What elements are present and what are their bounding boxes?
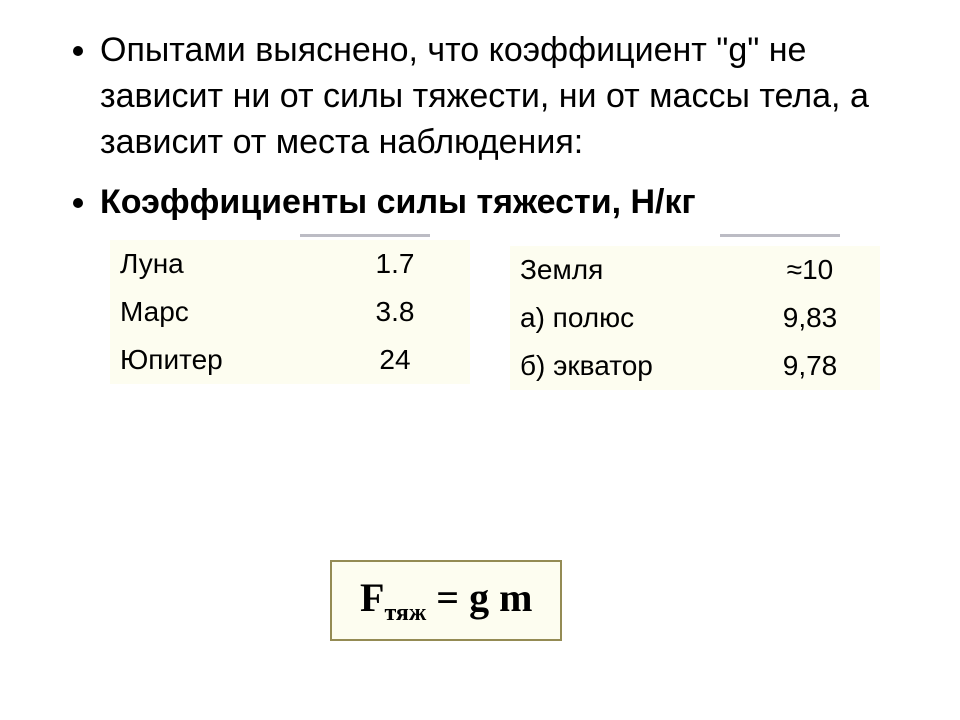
formula-box: Fтяж = g m: [330, 560, 562, 641]
cell-value: ≈10: [740, 246, 880, 294]
slide: Опытами выяснено, что коэффициент "g" не…: [0, 0, 960, 720]
cell-value: 9,83: [740, 294, 880, 342]
cell-label: б) экватор: [510, 342, 740, 390]
bullet-item-2: Коэффициенты силы тяжести, Н/кг: [100, 180, 910, 226]
cell-label: Марс: [110, 288, 320, 336]
formula-eq: =: [426, 575, 469, 620]
formula: Fтяж = g m: [360, 575, 532, 620]
bullet-item-1: Опытами выяснено, что коэффициент "g" не…: [100, 28, 910, 166]
table-row: а) полюс 9,83: [510, 294, 880, 342]
table-right-top-rule: [720, 234, 840, 237]
cell-label: Юпитер: [110, 336, 320, 384]
table-row: б) экватор 9,78: [510, 342, 880, 390]
bullet-list: Опытами выяснено, что коэффициент "g" не…: [50, 28, 910, 226]
cell-value: 3.8: [320, 288, 470, 336]
bullet-1-text: Опытами выяснено, что коэффициент "g" не…: [100, 31, 869, 161]
formula-lhs-main: F: [360, 575, 384, 620]
cell-value: 1.7: [320, 240, 470, 288]
gravity-table-right: Земля ≈10 а) полюс 9,83 б) экватор 9,78: [510, 246, 880, 390]
cell-label: Луна: [110, 240, 320, 288]
cell-value: 24: [320, 336, 470, 384]
bullet-2-text: Коэффициенты силы тяжести, Н/кг: [100, 183, 696, 221]
gravity-table-left: Луна 1.7 Марс 3.8 Юпитер 24: [110, 240, 470, 384]
cell-value: 9,78: [740, 342, 880, 390]
cell-label: Земля: [510, 246, 740, 294]
formula-region: Fтяж = g m: [330, 560, 562, 641]
table-left-top-rule: [300, 234, 430, 237]
cell-label: а) полюс: [510, 294, 740, 342]
table-row: Марс 3.8: [110, 288, 470, 336]
formula-rhs: g m: [469, 575, 532, 620]
tables-region: Луна 1.7 Марс 3.8 Юпитер 24 Земля ≈10 а)…: [50, 240, 910, 440]
formula-lhs-sub: тяж: [384, 600, 426, 626]
table-row: Луна 1.7: [110, 240, 470, 288]
table-row: Земля ≈10: [510, 246, 880, 294]
table-row: Юпитер 24: [110, 336, 470, 384]
